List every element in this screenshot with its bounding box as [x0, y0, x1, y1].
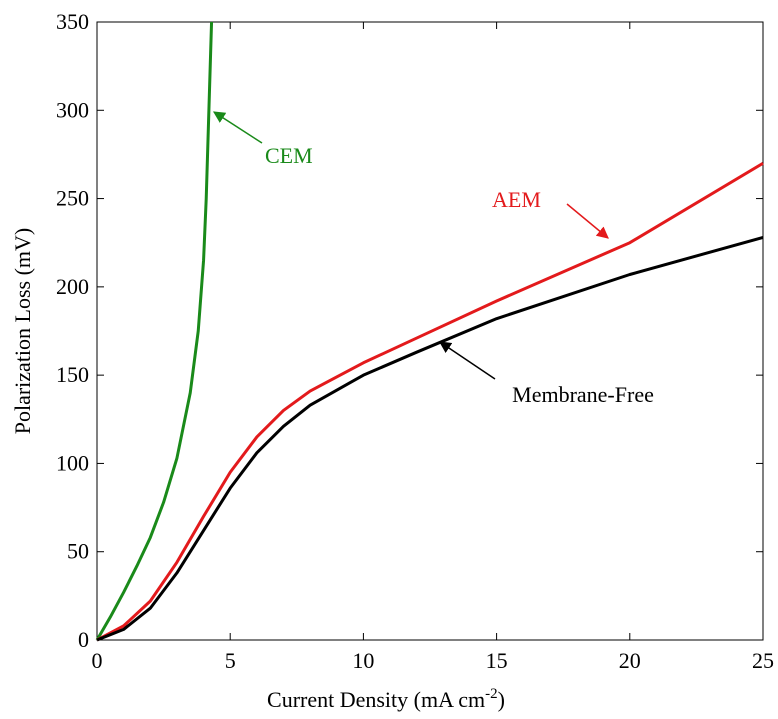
plot-frame: [96, 21, 764, 641]
y-tick-label: 250: [56, 186, 89, 211]
x-tick-label: 5: [225, 648, 236, 673]
y-tick-label: 100: [56, 450, 89, 475]
y-tick-label: 300: [56, 97, 89, 122]
x-tick-label: 10: [352, 648, 374, 673]
x-tick-label: 20: [619, 648, 641, 673]
y-tick-label: 350: [56, 9, 89, 34]
annotation-arrow: [439, 341, 496, 380]
y-tick-label: 0: [78, 627, 89, 652]
series-annotation: AEM: [492, 187, 541, 212]
series-annotation: CEM: [265, 143, 313, 168]
series-line: [96, 161, 764, 642]
series-annotation: Membrane-Free: [512, 382, 654, 407]
x-axis-label: Current Density (mA cm-2): [267, 686, 505, 712]
y-tick-label: 200: [56, 274, 89, 299]
x-tick-label: 15: [486, 648, 508, 673]
x-tick-label: 0: [92, 648, 103, 673]
y-tick-label: 150: [56, 362, 89, 387]
annotation-arrow: [212, 111, 263, 144]
x-tick-label: 25: [752, 648, 774, 673]
y-tick-label: 50: [67, 539, 89, 564]
annotation-arrow: [566, 203, 609, 239]
series-line: [95, 21, 214, 641]
series-line: [96, 235, 764, 642]
y-axis-label: Polarization Loss (mV): [10, 228, 35, 435]
